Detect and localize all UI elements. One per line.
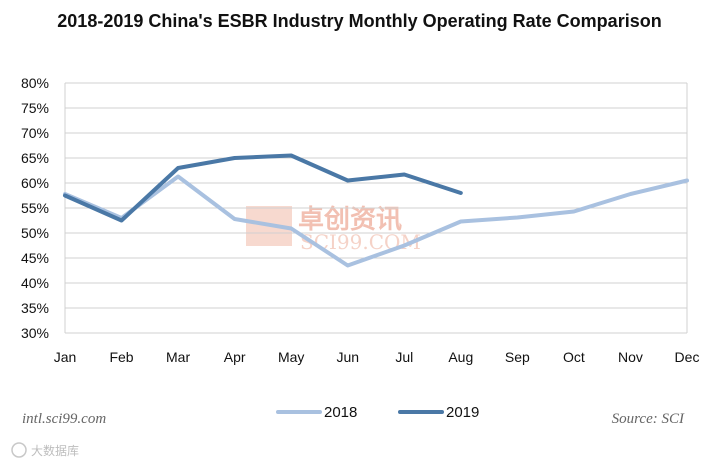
x-axis: Jan Feb Mar Apr May Jun Jul Aug Sep Oct Nov Dec <box>54 349 700 365</box>
data-point-2019 <box>63 194 67 197</box>
x-tick-label: Jan <box>54 349 77 365</box>
x-tick-label: May <box>278 349 304 365</box>
data-point-2019 <box>459 191 463 195</box>
y-tick-label: 75% <box>21 100 49 116</box>
data-point-2018 <box>685 179 689 182</box>
data-point-2018 <box>289 227 293 230</box>
x-tick-label: Mar <box>166 349 190 365</box>
x-tick-label: Jun <box>336 349 359 365</box>
legend-label-2018: 2018 <box>324 404 357 421</box>
data-point-2019 <box>289 154 293 157</box>
y-tick-label: 55% <box>21 200 49 216</box>
corner-badge: 大数据库 <box>11 442 79 458</box>
x-tick-label: Dec <box>675 349 700 365</box>
legend: 2018 2019 <box>276 404 479 421</box>
data-point-2018 <box>628 192 632 196</box>
gridlines <box>64 82 688 334</box>
y-tick-label: 40% <box>21 275 49 291</box>
footer-source: Source: SCI <box>612 411 685 427</box>
x-tick-label: Aug <box>448 349 473 365</box>
watermark-cn-text: 卓创资讯 <box>298 205 402 235</box>
data-point-2018 <box>402 244 406 247</box>
y-tick-label: 65% <box>21 150 49 166</box>
y-axis: 30% 35% 40% 45% 50% 55% 60% 65% 70% 75% 80% <box>21 75 49 341</box>
x-tick-label: Oct <box>563 349 585 365</box>
x-tick-label: Apr <box>224 349 246 365</box>
data-point-2019 <box>346 179 350 182</box>
y-tick-label: 50% <box>21 225 49 241</box>
y-tick-label: 30% <box>21 325 49 341</box>
y-tick-label: 60% <box>21 175 49 191</box>
corner-logo-icon <box>11 442 27 458</box>
series-line-2019 <box>63 153 463 223</box>
data-point-2018 <box>233 217 237 221</box>
data-point-2019 <box>233 156 237 160</box>
watermark-en-text: SCI99.COM <box>300 230 421 254</box>
data-point-2018 <box>515 216 519 219</box>
data-point-2019 <box>176 166 180 170</box>
series-line-2018 <box>63 174 689 268</box>
data-point-2018 <box>346 264 350 267</box>
data-point-2018 <box>572 210 576 213</box>
y-tick-label: 35% <box>21 300 49 316</box>
data-point-2019 <box>402 173 406 176</box>
x-tick-label: Sep <box>505 349 530 365</box>
footer-site: intl.sci99.com <box>22 411 106 427</box>
x-tick-label: Jul <box>395 349 413 365</box>
watermark: 卓创资讯 SCI99.COM <box>246 205 421 254</box>
data-point-2018 <box>176 175 180 178</box>
corner-badge-text: 大数据库 <box>31 443 79 458</box>
y-tick-label: 70% <box>21 125 49 141</box>
data-point-2018 <box>459 220 463 223</box>
legend-label-2019: 2019 <box>446 404 479 421</box>
x-tick-label: Feb <box>109 349 133 365</box>
y-tick-label: 80% <box>21 75 49 91</box>
chart-title: 2018-2019 China's ESBR Industry Monthly … <box>57 11 662 31</box>
x-tick-label: Nov <box>618 349 643 365</box>
series-lines <box>63 153 689 268</box>
y-tick-label: 45% <box>21 250 49 266</box>
data-point-2019 <box>120 219 124 222</box>
